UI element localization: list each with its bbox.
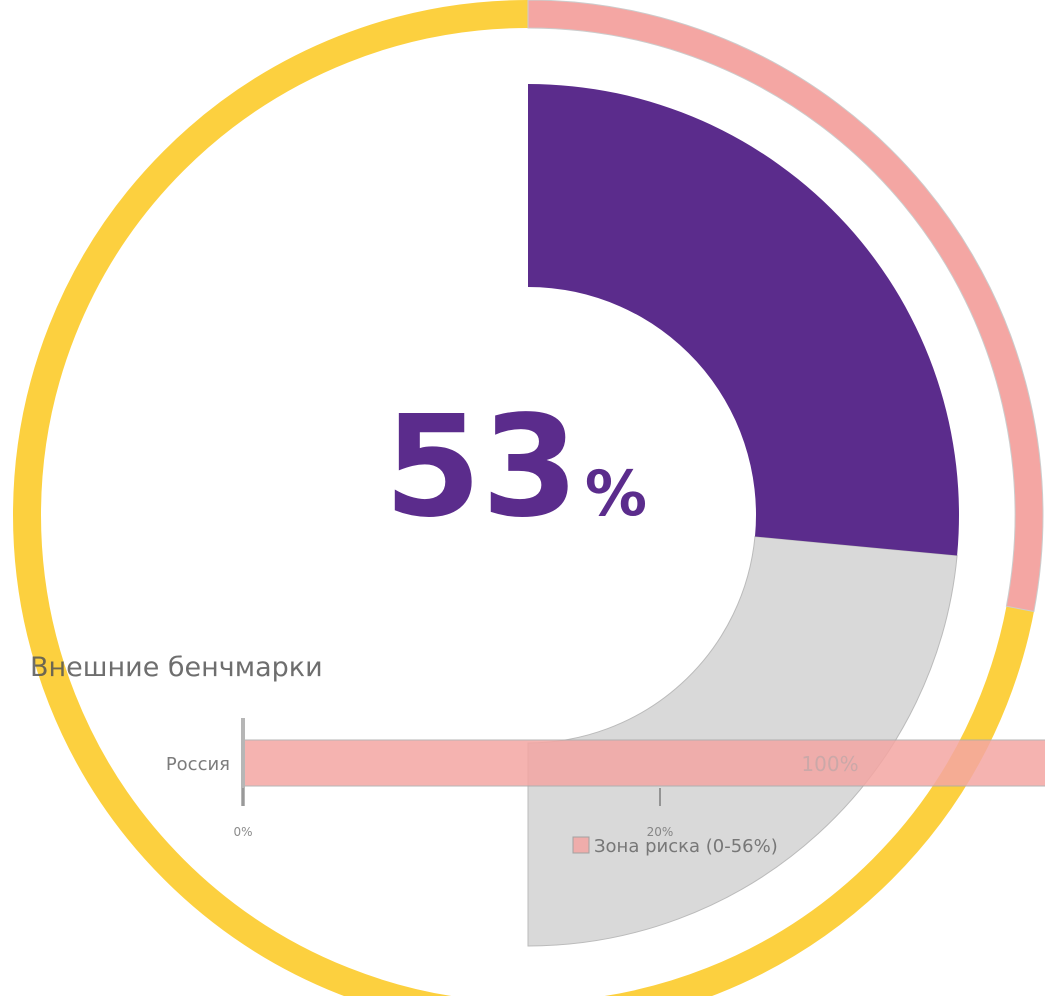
legend-swatch: [572, 836, 590, 854]
gauge-fill: [528, 84, 959, 556]
bar-chart: Внешние бенчмарки Россия 100% 0% 20%Зона ри…: [30, 652, 1045, 857]
gauge-value: 53%: [384, 386, 647, 549]
bar: [242, 739, 1045, 787]
y-tick-label: Россия: [166, 754, 230, 775]
gauge-unit: %: [585, 457, 647, 530]
chart-title: Внешние бенчмарки: [30, 652, 323, 683]
gauge-number: 53: [384, 386, 579, 549]
x-tick-label: 0%: [233, 825, 252, 839]
risk-zone: [527, 0, 1044, 613]
legend-label: Зона риска (0-56%): [594, 836, 778, 857]
data-label: 100%: [801, 752, 858, 776]
x-tick-label: 20%: [647, 825, 674, 839]
